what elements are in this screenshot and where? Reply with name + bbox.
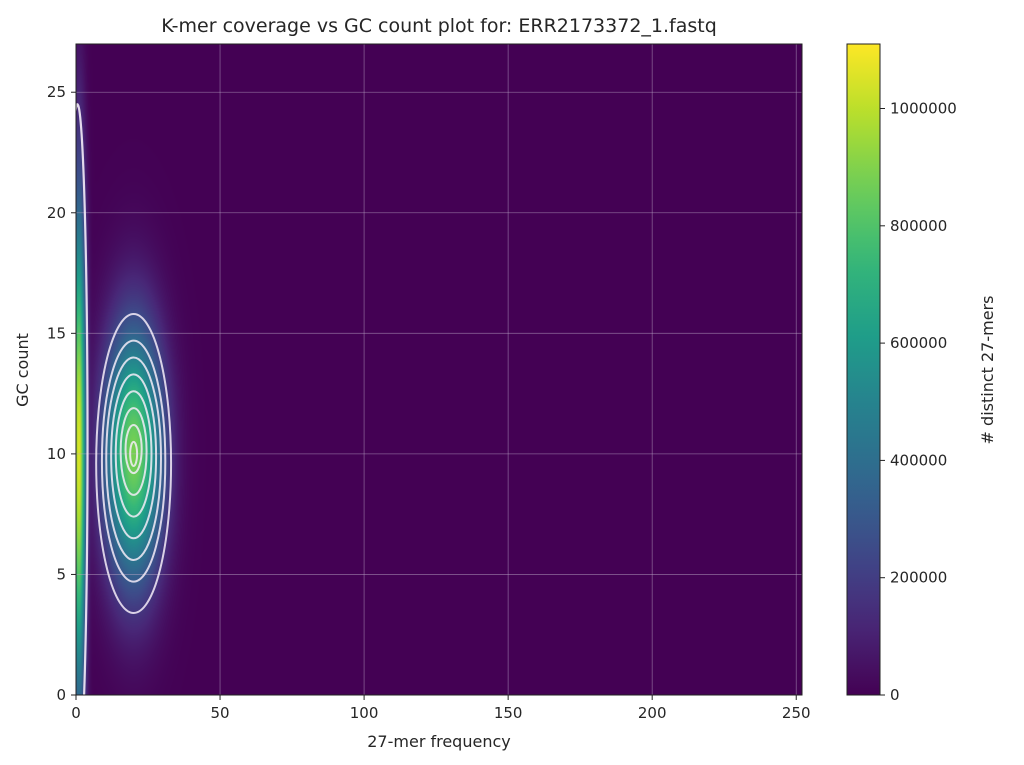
contour-level-7 (124, 423, 143, 475)
colorbar-tick-label: 0 (890, 686, 900, 704)
contour-level-6 (119, 407, 148, 496)
colorbar-tick-label: 200000 (890, 569, 947, 587)
x-tick-label: 200 (638, 704, 667, 722)
colorbar-tick-label: 400000 (890, 451, 947, 469)
contour-level-1 (95, 313, 173, 615)
contour-level-5 (114, 390, 153, 518)
plot-area (76, 44, 802, 695)
colorbar-gradient (846, 43, 881, 696)
contour-level-8 (129, 440, 139, 467)
y-tick-label: 10 (47, 445, 66, 463)
x-tick-label: 150 (494, 704, 523, 722)
contour-level-2 (100, 339, 167, 583)
contour-level-4 (110, 373, 158, 540)
x-tick-label: 100 (350, 704, 379, 722)
plot-frame (75, 43, 803, 696)
plot-border (75, 43, 803, 696)
colorbar-label: # distinct 27-mers (978, 296, 997, 445)
y-tick-label: 20 (47, 204, 66, 222)
x-axis-label: 27-mer frequency (367, 732, 510, 751)
y-axis-label: GC count (13, 333, 32, 407)
chart-title: K-mer coverage vs GC count plot for: ERR… (161, 15, 717, 37)
x-tick-label: 50 (211, 704, 230, 722)
colorbar-tick-label: 1000000 (890, 100, 957, 118)
contour-edge-peak (76, 103, 89, 695)
contour-lines (76, 103, 173, 695)
y-tick-label: 25 (47, 83, 66, 101)
x-tick-label: 0 (71, 704, 81, 722)
x-tick-label: 250 (782, 704, 811, 722)
y-tick-label: 15 (47, 324, 66, 342)
y-axis: 0 5 10 15 20 25 (47, 83, 76, 704)
contour-level-3 (105, 356, 162, 561)
y-tick-label: 0 (56, 686, 66, 704)
y-tick-label: 5 (56, 565, 66, 583)
colorbar-tick-label: 800000 (890, 217, 947, 235)
colorbar: 0 200000 400000 600000 800000 1000000 (846, 43, 957, 704)
heatmap-image (76, 44, 802, 695)
grid-lines (76, 44, 802, 695)
x-axis: 0 50 100 150 200 250 (71, 695, 811, 722)
colorbar-tick-label: 600000 (890, 334, 947, 352)
